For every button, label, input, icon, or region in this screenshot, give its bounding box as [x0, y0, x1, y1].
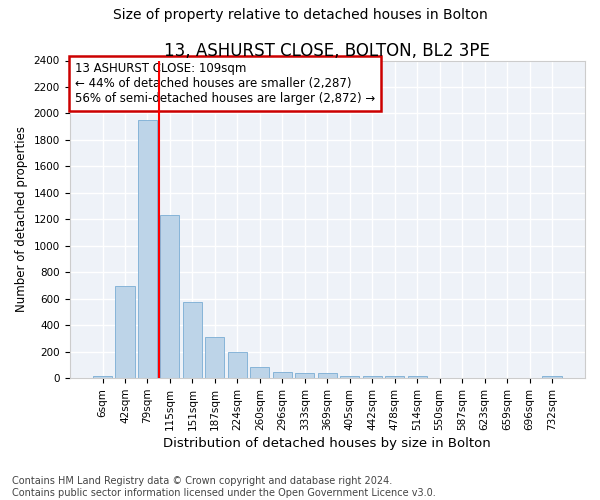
Bar — [228, 352, 247, 378]
Text: Contains HM Land Registry data © Crown copyright and database right 2024.
Contai: Contains HM Land Registry data © Crown c… — [12, 476, 436, 498]
Bar — [318, 373, 337, 378]
Bar — [295, 373, 314, 378]
Bar — [407, 376, 427, 378]
Bar — [385, 376, 404, 378]
Bar — [362, 376, 382, 378]
Bar — [205, 337, 224, 378]
Bar — [93, 376, 112, 378]
Bar — [542, 376, 562, 378]
Bar — [183, 302, 202, 378]
Text: Size of property relative to detached houses in Bolton: Size of property relative to detached ho… — [113, 8, 487, 22]
Bar — [160, 216, 179, 378]
X-axis label: Distribution of detached houses by size in Bolton: Distribution of detached houses by size … — [163, 437, 491, 450]
Bar — [273, 372, 292, 378]
Bar — [340, 376, 359, 378]
Bar — [138, 120, 157, 378]
Bar — [250, 367, 269, 378]
Bar — [115, 286, 134, 378]
Y-axis label: Number of detached properties: Number of detached properties — [15, 126, 28, 312]
Title: 13, ASHURST CLOSE, BOLTON, BL2 3PE: 13, ASHURST CLOSE, BOLTON, BL2 3PE — [164, 42, 490, 60]
Text: 13 ASHURST CLOSE: 109sqm
← 44% of detached houses are smaller (2,287)
56% of sem: 13 ASHURST CLOSE: 109sqm ← 44% of detach… — [74, 62, 375, 105]
